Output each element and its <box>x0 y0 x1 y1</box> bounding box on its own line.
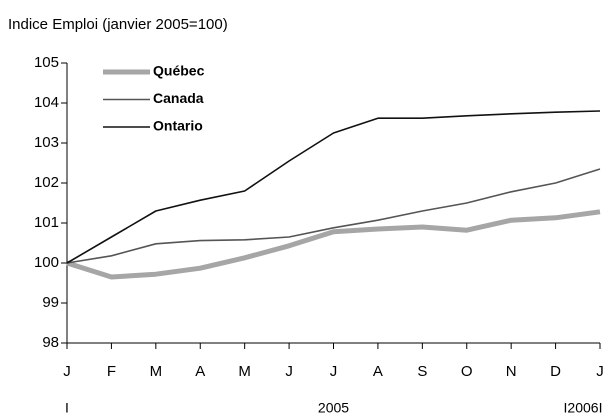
legend-label: Canada <box>153 90 204 106</box>
y-tick-label: 104 <box>34 94 59 111</box>
x-tick-label: F <box>107 363 116 380</box>
period-label: I <box>65 400 69 416</box>
chart-title: Indice Emploi (janvier 2005=100) <box>8 16 228 33</box>
period-label: I2006I <box>564 400 603 416</box>
x-tick-label: A <box>373 363 383 380</box>
y-tick-label: 98 <box>42 334 59 351</box>
legend-label: Québec <box>153 63 205 79</box>
series-line <box>66 110 601 264</box>
y-tick-label: 103 <box>34 134 59 151</box>
y-tick-label: 105 <box>34 54 59 71</box>
x-tick-label: J <box>285 363 293 380</box>
x-tick-label: J <box>330 363 338 380</box>
y-tick-label: 99 <box>42 294 59 311</box>
x-tick-label: J <box>63 363 71 380</box>
x-tick-label: S <box>417 363 427 380</box>
x-tick-label: N <box>506 363 517 380</box>
series-line <box>66 168 601 264</box>
x-tick-label: D <box>550 363 561 380</box>
x-tick-label: A <box>195 363 205 380</box>
y-tick-label: 101 <box>34 214 59 231</box>
y-tick-label: 102 <box>34 174 59 191</box>
legend-label: Ontario <box>153 118 203 134</box>
series-line <box>66 209 601 280</box>
x-tick-label: M <box>150 363 163 380</box>
period-label: 2005 <box>318 400 349 416</box>
x-tick-label: O <box>461 363 473 380</box>
y-tick-label: 100 <box>34 254 59 271</box>
x-tick-label: M <box>238 363 251 380</box>
x-tick-label: J <box>596 363 604 380</box>
